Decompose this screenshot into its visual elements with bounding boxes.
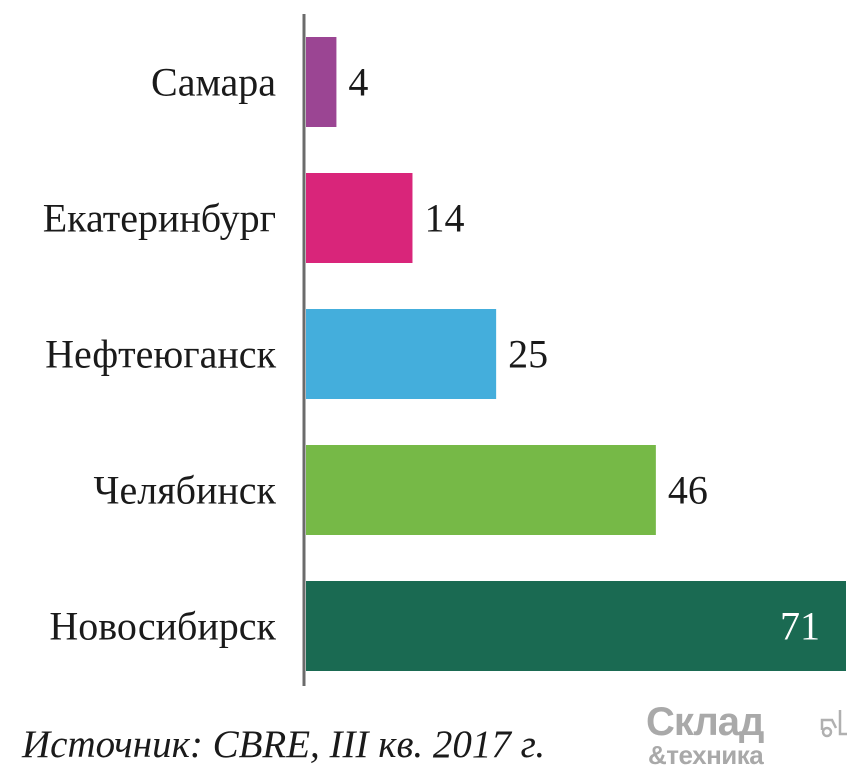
logo-line-2: &техника [648, 740, 764, 770]
logo-line-1: Склад [646, 700, 764, 744]
bar-1 [306, 37, 337, 127]
category-label: Челябинск [94, 468, 277, 513]
category-label: Новосибирск [49, 604, 276, 649]
value-label: 14 [424, 196, 464, 241]
labels-layer: Самара 4 Екатеринбург 14 Нефтеюганск 25 Челяби… [43, 60, 820, 649]
bar-3 [306, 309, 497, 399]
bar-2 [306, 173, 413, 263]
category-label: Екатеринбург [43, 196, 276, 241]
bars-layer [306, 37, 846, 671]
value-label: 46 [668, 468, 708, 513]
bar-5 [306, 581, 846, 671]
forklift-icon [820, 710, 847, 738]
category-label: Нефтеюганск [45, 332, 276, 377]
publisher-logo: Склад &техника [642, 700, 852, 775]
category-label: Самара [151, 60, 276, 105]
bar-chart: Самара 4 Екатеринбург 14 Нефтеюганск 25 Челяби… [43, 14, 846, 686]
bar-4 [306, 445, 656, 535]
value-label: 71 [780, 604, 820, 649]
source-note: Источник: CBRE, III кв. 2017 г. [22, 723, 546, 766]
value-label: 4 [348, 60, 368, 105]
value-label: 25 [508, 332, 548, 377]
